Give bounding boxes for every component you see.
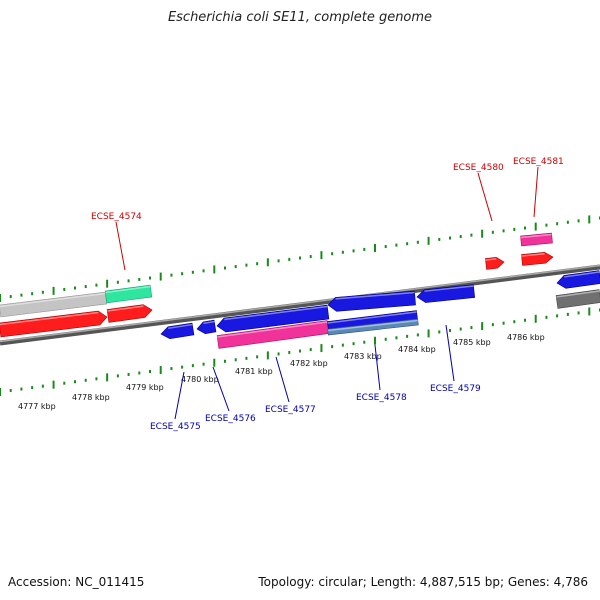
- gene-blue-mid[interactable]: [216, 304, 330, 333]
- tick-marks: [0, 215, 600, 396]
- gene-label-ECSE_4581[interactable]: ECSE_4581: [513, 157, 564, 167]
- backbone-line: [0, 264, 600, 346]
- tick-label: 4781 kbp: [235, 367, 273, 376]
- gene-label-ECSE_4580[interactable]: ECSE_4580: [453, 163, 504, 173]
- callout-line-ECSE_4580: [477, 172, 493, 222]
- gene-blue-right-sheen: [564, 271, 600, 278]
- gene-ECSE_4581[interactable]: [520, 232, 553, 247]
- tick-label: 4784 kbp: [398, 345, 436, 354]
- gene-features: [0, 232, 600, 349]
- callout-line-ECSE_4576: [212, 366, 230, 412]
- tick-label: 4778 kbp: [72, 393, 110, 402]
- callout-line-ECSE_4581: [533, 166, 539, 218]
- gene-label-ECSE_4576[interactable]: ECSE_4576: [205, 414, 256, 424]
- tick-label: 4779 kbp: [126, 383, 164, 392]
- gene-ECSE_4578[interactable]: [327, 290, 416, 312]
- tick-label: 4777 kbp: [18, 402, 56, 411]
- tick-label: 4780 kbp: [181, 375, 219, 384]
- gene-steel-sheen: [327, 319, 418, 332]
- tick-label: 4782 kbp: [290, 359, 328, 368]
- gene-gray-right-sheen: [556, 290, 600, 298]
- gene-ECSE_4575[interactable]: [160, 322, 195, 340]
- gene-red-3[interactable]: [521, 251, 554, 266]
- gene-blue-right[interactable]: [556, 270, 600, 289]
- map-title: Escherichia coli SE11, complete genome: [167, 10, 433, 25]
- gene-ECSE_4576-sheen: [203, 320, 215, 325]
- gene-blue-mid-sheen: [224, 305, 328, 321]
- gene-ECSE_4580-sheen: [485, 258, 497, 261]
- gene-gray-left[interactable]: [0, 291, 108, 318]
- callout-line-ECSE_4575: [174, 371, 185, 420]
- gene-label-ECSE_4577[interactable]: ECSE_4577: [265, 405, 316, 415]
- tick-label: 4785 kbp: [453, 338, 491, 347]
- gene-ECSE_4579-sheen: [424, 285, 474, 292]
- gene-red-2-sheen: [107, 305, 144, 312]
- gene-blue-lower-sheen: [327, 311, 417, 324]
- gene-ECSE_4581-sheen: [520, 233, 552, 239]
- gene-label-ECSE_4578[interactable]: ECSE_4578: [356, 393, 407, 403]
- callout-line-ECSE_4578: [374, 344, 381, 391]
- topology-text: Topology: circular; Length: 4,887,515 bp…: [258, 575, 588, 589]
- gene-steel[interactable]: [327, 318, 419, 336]
- gene-ECSE_4580[interactable]: [485, 257, 505, 270]
- gene-ECSE_4576[interactable]: [196, 319, 217, 335]
- callout-line-ECSE_4574: [115, 221, 126, 271]
- gene-red-3-sheen: [521, 253, 545, 257]
- gene-gray-left-sheen: [0, 292, 106, 308]
- gene-gray-right[interactable]: [555, 289, 600, 309]
- accession-text: Accession: NC_011415: [8, 575, 145, 589]
- tick-labels: 4777 kbp 4778 kbp 4779 kbp 4780 kbp 4781 kbp…: [18, 333, 545, 411]
- gene-ECSE_4577-sheen: [217, 321, 328, 338]
- callout-line-ECSE_4577: [275, 356, 290, 403]
- backbone-highlight: [0, 264, 600, 343]
- tick-label: 4783 kbp: [344, 352, 382, 361]
- gene-ECSE_4574-sheen: [105, 285, 151, 294]
- gene-label-ECSE_4575[interactable]: ECSE_4575: [150, 422, 201, 432]
- tick-label: 4786 kbp: [507, 333, 545, 342]
- gene-ECSE_4578-sheen: [335, 291, 415, 300]
- gene-red-left[interactable]: [0, 310, 108, 338]
- gene-ECSE_4579[interactable]: [416, 284, 476, 303]
- gene-ECSE_4574[interactable]: [104, 284, 153, 304]
- gene-red-2[interactable]: [106, 304, 153, 323]
- gene-red-left-sheen: [0, 311, 99, 326]
- gene-callouts: ECSE_4574 ECSE_4575 ECSE_4576 ECSE_4577 ECSE…: [91, 157, 564, 432]
- gene-label-ECSE_4574[interactable]: ECSE_4574: [91, 212, 142, 222]
- gene-ECSE_4575-sheen: [168, 323, 193, 330]
- callout-line-ECSE_4579: [445, 324, 455, 382]
- gene-label-ECSE_4579[interactable]: ECSE_4579: [430, 384, 481, 394]
